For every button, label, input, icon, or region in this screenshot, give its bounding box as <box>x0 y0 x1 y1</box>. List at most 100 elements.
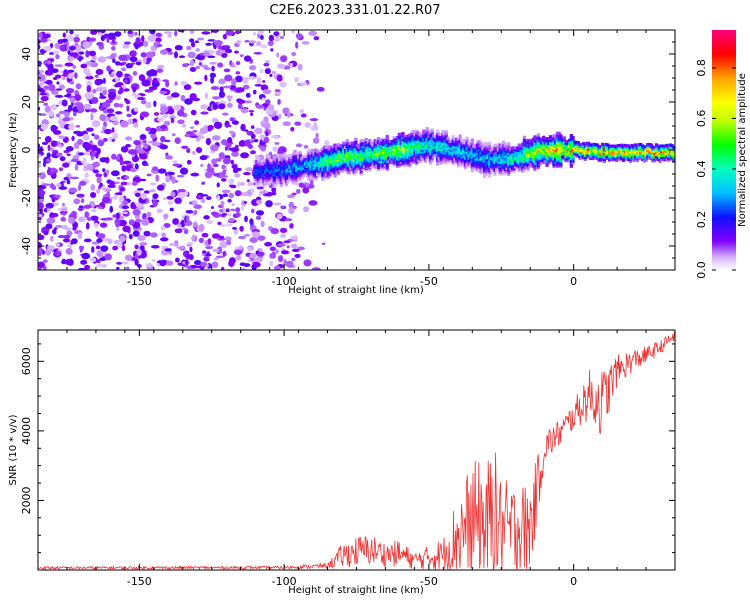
signal-cell <box>547 151 551 155</box>
signal-cell <box>402 146 407 150</box>
signal-cell <box>350 149 355 153</box>
signal-cell <box>446 138 450 142</box>
signal-cell <box>373 139 377 143</box>
signal-cell <box>291 152 295 156</box>
signal-cell <box>283 166 287 170</box>
signal-cell <box>649 156 653 161</box>
noise-blob <box>207 124 214 131</box>
signal-cell <box>435 145 440 149</box>
signal-cell <box>383 149 388 154</box>
signal-cell <box>352 162 356 166</box>
signal-cell <box>541 137 546 141</box>
noise-blob <box>125 143 132 148</box>
signal-cell <box>484 142 488 146</box>
signal-cell <box>349 162 353 166</box>
signal-cell <box>441 133 445 138</box>
signal-cell <box>415 137 419 141</box>
signal-cell <box>536 139 540 143</box>
signal-cell <box>672 149 675 153</box>
signal-cell <box>331 171 335 175</box>
signal-cell <box>359 156 363 160</box>
noise-blob <box>200 198 206 204</box>
signal-cell <box>536 144 540 149</box>
signal-cell <box>411 141 415 145</box>
signal-cell <box>519 156 523 160</box>
signal-cell <box>548 135 553 139</box>
signal-cell <box>404 136 408 141</box>
noise-blob <box>253 31 257 36</box>
signal-cell <box>479 165 483 169</box>
signal-cell <box>507 161 511 165</box>
signal-cell <box>503 144 507 149</box>
signal-cell <box>545 161 549 166</box>
signal-cell <box>286 174 290 179</box>
signal-cell <box>541 153 546 157</box>
noise-blob <box>157 168 167 174</box>
signal-cell <box>385 154 389 158</box>
noise-blob <box>271 186 277 193</box>
signal-cell <box>354 153 358 157</box>
signal-cell <box>411 147 415 151</box>
signal-cell <box>460 146 464 150</box>
signal-cell <box>397 161 401 165</box>
signal-cell <box>550 139 554 143</box>
signal-cell <box>552 136 556 140</box>
signal-cell <box>430 134 434 138</box>
signal-cell <box>460 138 464 142</box>
noise-blob <box>38 189 46 197</box>
signal-cell <box>507 153 511 157</box>
signal-cell <box>524 143 528 147</box>
noise-blob <box>259 190 269 194</box>
signal-cell <box>449 158 454 162</box>
noise-blob <box>115 76 119 83</box>
signal-cell <box>390 143 395 148</box>
signal-cell <box>507 151 511 155</box>
signal-cell <box>296 172 301 176</box>
signal-cell <box>378 150 382 154</box>
signal-cell <box>324 162 328 167</box>
signal-cell <box>302 164 306 168</box>
noise-blob <box>69 45 76 51</box>
signal-cell <box>533 162 537 166</box>
signal-cell <box>286 165 290 169</box>
signal-cell <box>279 153 283 157</box>
signal-cell <box>286 159 290 163</box>
signal-cell <box>357 157 361 161</box>
signal-cell <box>329 146 334 150</box>
signal-cell <box>654 154 659 158</box>
noise-blob <box>183 228 189 235</box>
signal-cell <box>515 160 520 164</box>
noise-blob <box>54 42 61 50</box>
signal-cell <box>660 146 664 150</box>
x-tick-label: 0 <box>570 275 577 288</box>
signal-cell <box>314 167 318 172</box>
signal-cell <box>255 164 259 168</box>
noise-blob <box>228 130 235 134</box>
signal-cell <box>310 168 315 172</box>
signal-cell <box>321 158 325 162</box>
signal-cell <box>618 157 622 161</box>
noise-blob <box>69 30 74 35</box>
signal-cell <box>607 150 612 154</box>
signal-cell <box>276 176 280 180</box>
signal-cell <box>411 131 415 136</box>
signal-cell <box>613 158 617 162</box>
signal-cell <box>302 166 306 170</box>
signal-cell <box>587 143 591 147</box>
signal-cell <box>467 143 471 147</box>
signal-cell <box>526 158 530 162</box>
signal-cell <box>460 157 464 161</box>
signal-cell <box>270 162 275 166</box>
signal-cell <box>435 149 440 153</box>
signal-cell <box>501 169 506 173</box>
signal-cell <box>569 137 573 142</box>
signal-cell <box>517 145 521 149</box>
signal-cell <box>338 149 342 153</box>
signal-cell <box>385 136 389 141</box>
noise-blob <box>211 261 219 268</box>
signal-cell <box>639 154 643 158</box>
signal-cell <box>323 160 327 165</box>
signal-cell <box>329 153 334 158</box>
signal-cell <box>545 150 549 154</box>
signal-cell <box>479 152 483 156</box>
